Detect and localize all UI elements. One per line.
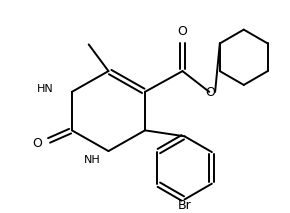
Text: O: O bbox=[32, 137, 42, 150]
Text: Br: Br bbox=[178, 199, 191, 212]
Text: NH: NH bbox=[84, 155, 101, 165]
Text: O: O bbox=[205, 86, 215, 99]
Text: O: O bbox=[177, 24, 187, 37]
Text: HN: HN bbox=[37, 84, 53, 94]
